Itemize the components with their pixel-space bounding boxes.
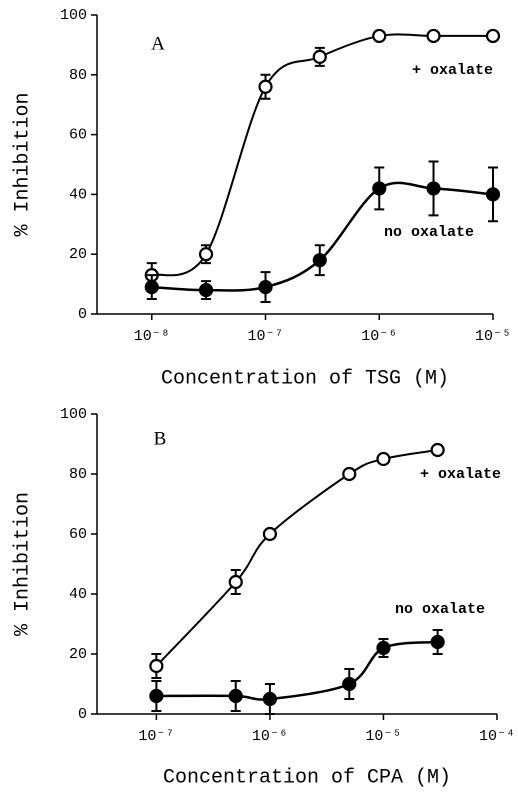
data-point: [376, 640, 391, 656]
x-tick-label: 10⁻⁵: [475, 328, 511, 345]
data-point: [262, 691, 278, 707]
y-tick-label: 80: [69, 466, 87, 483]
data-point: [372, 181, 387, 196]
x-tick-label: 10⁻⁶: [252, 728, 288, 745]
data-point: [312, 49, 327, 64]
data-point: [198, 282, 214, 298]
data-point: [426, 28, 441, 44]
data-point: [228, 688, 243, 704]
data-point: [312, 253, 327, 268]
data-point: [258, 279, 273, 295]
panel-title: B: [154, 428, 167, 449]
x-tick-label: 10⁻⁶: [361, 328, 397, 345]
data-point: [342, 676, 357, 692]
data-point: [342, 466, 357, 482]
x-tick-label: 10⁻⁷: [247, 328, 283, 345]
x-tick-label: 10⁻⁴: [479, 728, 515, 745]
x-tick-label: 10⁻⁸: [134, 328, 170, 345]
y-tick-label: 40: [69, 586, 87, 603]
data-point: [262, 526, 278, 542]
y-tick-label: 100: [60, 406, 87, 423]
y-tick-label: 80: [69, 67, 87, 84]
series-label: no oxalate: [395, 601, 485, 618]
y-tick-label: 60: [69, 526, 87, 543]
data-point: [198, 247, 214, 262]
y-tick-label: 60: [69, 127, 87, 144]
y-tick-label: 40: [69, 186, 87, 203]
series-label: no oxalate: [384, 224, 474, 241]
fit-line: [156, 640, 438, 701]
x-tick-label: 10⁻⁷: [138, 728, 174, 745]
y-tick-label: 100: [60, 7, 87, 24]
series-label: + oxalate: [412, 62, 493, 79]
x-axis-label: Concentration of TSG (M): [161, 367, 449, 390]
data-point: [485, 187, 501, 202]
y-axis-label: % Inhibition: [11, 492, 34, 636]
x-tick-label: 10⁻⁵: [365, 728, 401, 745]
y-tick-label: 0: [78, 306, 87, 323]
data-point: [426, 181, 441, 196]
x-axis-label: Concentration of CPA (M): [163, 766, 451, 789]
panel-title: A: [151, 33, 165, 54]
data-point: [485, 28, 501, 44]
y-tick-label: 0: [78, 706, 87, 723]
data-point: [430, 634, 445, 650]
y-tick-label: 20: [69, 246, 87, 263]
fit-line: [155, 449, 438, 667]
data-point: [149, 658, 164, 674]
series-label: + oxalate: [420, 466, 501, 483]
y-axis-label: % Inhibition: [11, 92, 34, 236]
y-tick-label: 20: [69, 646, 87, 663]
data-point: [376, 451, 391, 467]
data-point: [372, 28, 387, 44]
data-point: [149, 688, 164, 704]
data-point: [430, 442, 445, 458]
data-point: [258, 79, 273, 94]
data-point: [228, 574, 243, 590]
data-point: [144, 279, 159, 295]
